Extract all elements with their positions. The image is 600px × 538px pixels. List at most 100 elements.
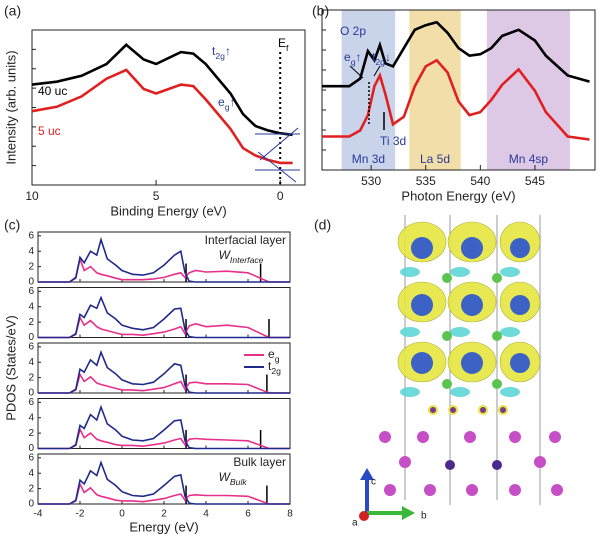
pdos-line bbox=[38, 404, 290, 450]
annotation: t2g↑ bbox=[212, 44, 231, 61]
panel-label: (d) bbox=[314, 217, 331, 233]
region-label: Mn 3d bbox=[352, 152, 385, 166]
x-tick-label: -2 bbox=[76, 509, 85, 520]
legend-label-part: t bbox=[268, 359, 272, 373]
density-lobe bbox=[400, 327, 420, 337]
y-tick-label: 0 bbox=[28, 499, 34, 510]
annotation-part: ↑ bbox=[229, 95, 235, 109]
pdos-line bbox=[38, 256, 290, 283]
annotation-part: g bbox=[351, 57, 356, 67]
annotation-part: E bbox=[278, 36, 286, 50]
y-tick-label: 0 bbox=[28, 332, 34, 343]
annotation-part: ↑ bbox=[355, 50, 361, 64]
pdos-line bbox=[38, 427, 290, 450]
atom bbox=[478, 405, 488, 415]
y-tick-label: 6 bbox=[28, 286, 34, 297]
crystal-structure: c a b bbox=[352, 215, 563, 529]
series-line bbox=[31, 68, 293, 165]
atom bbox=[411, 294, 433, 316]
atom bbox=[461, 294, 483, 316]
annotation-part: Ti 3d bbox=[380, 134, 406, 148]
pdos-line bbox=[38, 349, 290, 394]
atom bbox=[461, 352, 483, 374]
atom bbox=[534, 456, 546, 468]
width-label-part: W bbox=[219, 248, 232, 262]
y-tick-label: 0 bbox=[28, 277, 34, 288]
density-lobe bbox=[400, 387, 420, 397]
subplot-label: Bulk layer bbox=[233, 455, 286, 469]
annotation: eg↑ bbox=[344, 50, 361, 67]
atom bbox=[399, 456, 411, 468]
pdos-line bbox=[38, 315, 290, 339]
annotation-part: t bbox=[212, 44, 216, 58]
x-tick-label: 8 bbox=[287, 509, 293, 520]
atom bbox=[411, 352, 433, 374]
guide-line bbox=[259, 127, 299, 161]
atom bbox=[549, 431, 561, 443]
pdos-line bbox=[38, 295, 290, 339]
y-tick-label: 2 bbox=[28, 428, 34, 439]
subplot-label: Interfacial layer bbox=[205, 233, 286, 247]
y-tick-label: 4 bbox=[28, 412, 34, 423]
y-tick-label: 6 bbox=[28, 397, 34, 408]
atom bbox=[424, 484, 436, 496]
panel-label: (c) bbox=[4, 217, 20, 233]
region bbox=[409, 10, 461, 170]
annotation-part: f bbox=[286, 43, 289, 53]
atom bbox=[551, 484, 563, 496]
atom bbox=[379, 431, 391, 443]
y-tick-label: 2 bbox=[28, 317, 34, 328]
legend-label: eg bbox=[268, 347, 280, 364]
axis-origin bbox=[359, 511, 369, 521]
panel-label: (b) bbox=[312, 3, 329, 19]
width-label-part: W bbox=[219, 470, 232, 484]
guide-line bbox=[257, 151, 297, 183]
x-tick-label: 2 bbox=[161, 509, 167, 520]
arrow bbox=[349, 65, 364, 79]
x-tick-label: 0 bbox=[277, 189, 284, 203]
legend-label: t2g bbox=[268, 359, 281, 376]
x-tick-label: 10 bbox=[25, 189, 39, 203]
y-tick-label: 6 bbox=[28, 452, 34, 463]
width-label: WBulk bbox=[219, 470, 248, 487]
annotation: Ef bbox=[278, 36, 289, 53]
axis-label: b bbox=[421, 511, 427, 522]
y-tick-label: 4 bbox=[28, 357, 34, 368]
width-label-part: Bulk bbox=[230, 477, 247, 487]
atom bbox=[442, 273, 452, 283]
density-lobe bbox=[450, 387, 470, 397]
y-tick-label: 4 bbox=[28, 301, 34, 312]
x-axis-label: Energy (eV) bbox=[129, 519, 198, 534]
width-label-part: Interface bbox=[230, 255, 264, 265]
legend-label-part: 2g bbox=[271, 366, 281, 376]
atom bbox=[442, 379, 452, 389]
y-axis-label: PDOS (States/eV) bbox=[3, 315, 18, 420]
series-line bbox=[322, 20, 590, 88]
atom bbox=[461, 237, 483, 259]
atom bbox=[428, 405, 438, 415]
pdos-line bbox=[38, 236, 290, 283]
series-line bbox=[31, 43, 293, 137]
x-tick-label: -4 bbox=[34, 509, 43, 520]
y-tick-label: 2 bbox=[28, 483, 34, 494]
annotation-part: e bbox=[218, 95, 225, 109]
atom bbox=[417, 431, 429, 443]
atom bbox=[509, 484, 521, 496]
atom bbox=[466, 484, 478, 496]
axis-label: c bbox=[371, 477, 376, 488]
pdos-line bbox=[38, 460, 290, 505]
x-tick-label: 5 bbox=[153, 189, 160, 203]
x-tick-label: 535 bbox=[416, 174, 436, 188]
atom bbox=[384, 484, 396, 496]
y-tick-label: 0 bbox=[28, 443, 34, 454]
legend-label: 40 uc bbox=[38, 84, 67, 98]
x-axis-label: Binding Energy (eV) bbox=[110, 203, 226, 218]
annotation-part: 2g bbox=[375, 57, 385, 67]
plot-frame bbox=[31, 29, 306, 186]
atom bbox=[510, 295, 530, 315]
atom bbox=[464, 431, 476, 443]
y-tick-label: 2 bbox=[28, 372, 34, 383]
atom bbox=[509, 431, 521, 443]
density-lobe bbox=[400, 267, 420, 277]
legend-label-part: g bbox=[275, 354, 280, 364]
